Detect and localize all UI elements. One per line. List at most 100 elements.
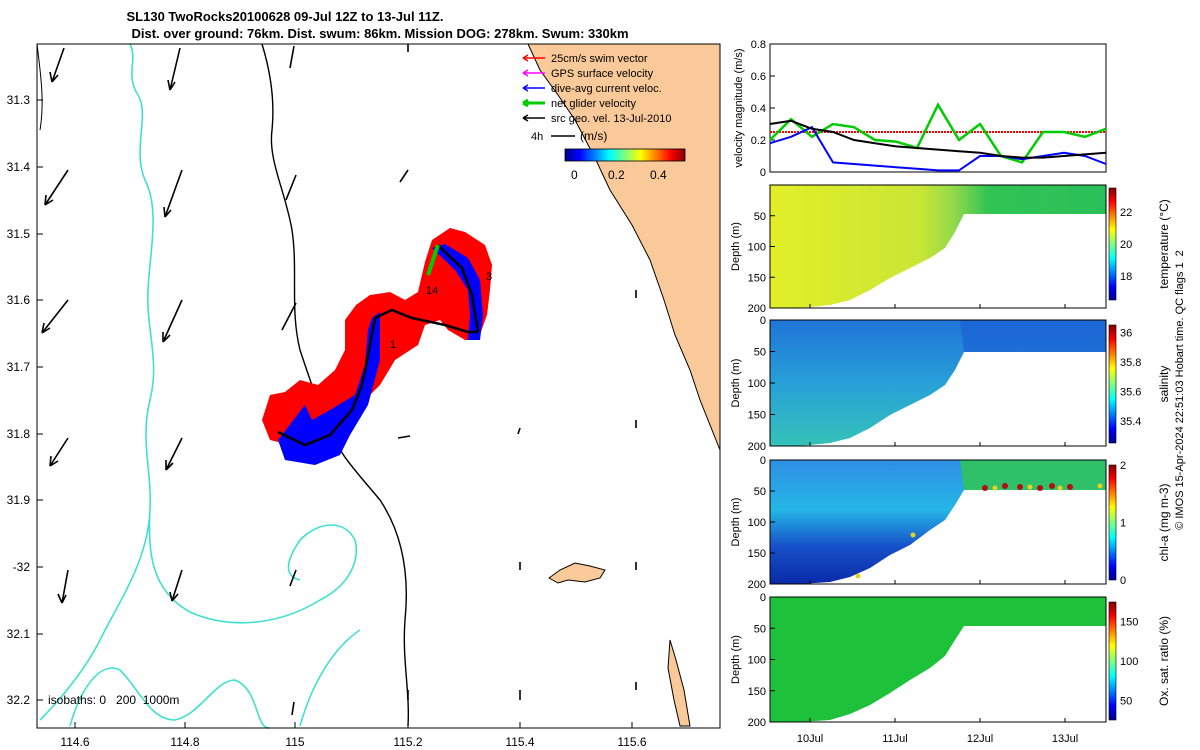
- track-label-14: 14: [426, 285, 438, 297]
- current-vectors-north: [432, 244, 483, 340]
- profile-colorbar: [1108, 324, 1117, 444]
- colorbar-tick-0: 0: [571, 168, 578, 182]
- map-x-tick-label: 114.6: [60, 735, 89, 749]
- velocity-series-net-glider: [769, 102, 1107, 164]
- velocity-y-tick-label: 0.6: [751, 71, 766, 83]
- salinity-panel: [770, 320, 1106, 446]
- legend-arrowhead: [522, 69, 529, 77]
- colorbar-tick-label: 35.4: [1120, 416, 1141, 428]
- legend-arrowhead: [522, 114, 529, 122]
- oxygen-panel: [770, 597, 1106, 722]
- footer-credit: © IMOS 15-Apr-2024 22:51:03 Hobart time.…: [1174, 250, 1186, 530]
- colorbar-tick-label: 100: [1120, 656, 1138, 668]
- profile-ylabel: Depth (m): [730, 222, 742, 271]
- map-x-tick-label: 114.8: [170, 735, 199, 749]
- profile-x-tick-label: 11Jul: [882, 733, 907, 745]
- colorbar-tick-label: 35.6: [1120, 386, 1141, 398]
- profile-y-tick-label: 0: [760, 455, 766, 467]
- title-line-1: SL130 TwoRocks20100628 09-Jul 12Z to 13-…: [127, 9, 444, 24]
- legend-label: GPS surface velocity: [551, 68, 654, 80]
- isobath-200m: [39, 43, 357, 721]
- velocity-y-tick-label: 0.4: [751, 103, 766, 115]
- legend-label: dive-avg current veloc.: [551, 83, 662, 95]
- track-label-1: 1: [390, 339, 396, 351]
- map-y-tick-label: -32: [13, 560, 31, 574]
- profile-y-tick-label: 50: [754, 347, 766, 359]
- colorbar-unit: (m/s): [580, 129, 607, 143]
- profile-ylabel: Depth (m): [730, 498, 742, 547]
- colorbar-tick-label: 18: [1120, 271, 1132, 283]
- map-y-tick-label: 31.4: [7, 160, 31, 174]
- map-legend: 25cm/s swim vector GPS surface velocity di…: [522, 53, 686, 182]
- profile-y-tick-label: 0: [760, 592, 766, 604]
- profile-y-tick-label: 150: [748, 548, 766, 560]
- track-label-3: 3: [486, 271, 492, 283]
- colorbar-tick-label: 50: [1120, 695, 1132, 707]
- island-garden: [667, 639, 691, 727]
- profile-x-tick-label: 13Jul: [1052, 733, 1078, 745]
- map-y-tick-label: 31.5: [7, 227, 31, 241]
- profile-ylabel: Depth (m): [730, 359, 742, 408]
- colorbar-tick-label: 2: [1120, 460, 1126, 472]
- profile-panels: 50 100 150 200 Depth (m) 0 50 100 150 200 Depth (m…: [730, 184, 1107, 745]
- legend-label: net glider velocity: [551, 98, 636, 110]
- profile-y-tick-label: 150: [748, 410, 766, 422]
- profile-y-tick-label: 150: [748, 686, 766, 698]
- colorbar-tick-label: 20: [1120, 239, 1132, 251]
- map-y-tick-label: 31.3: [7, 93, 31, 107]
- profile-y-tick-label: 50: [754, 486, 766, 498]
- colorbar-tick-label: 1: [1120, 518, 1126, 530]
- colorbar-label: Ox. sat. ratio (%): [1157, 616, 1171, 706]
- geo-velocity-arrows: [41, 44, 637, 716]
- colorbar-tick-label: 150: [1120, 617, 1138, 629]
- current-vectors: [278, 312, 380, 465]
- map-y-tick-label: 31.7: [7, 360, 31, 374]
- colorbar-tick-label: 0: [1120, 575, 1126, 587]
- profile-y-tick-label: 50: [754, 623, 766, 635]
- map-y-tick-label: 32.2: [7, 693, 31, 707]
- legend-arrowhead: [522, 98, 529, 108]
- profile-y-tick-label: 0: [760, 315, 766, 327]
- legend-label: src geo. vel. 13-Jul-2010: [551, 113, 671, 125]
- colorbar-tick-label: 36: [1120, 327, 1132, 339]
- map-x-tick-label: 115.4: [505, 735, 534, 749]
- colorbar-tick-label: 22: [1120, 207, 1132, 219]
- colorbar-label: chl-a (mg m-3): [1157, 483, 1171, 561]
- island-rottnest: [548, 562, 606, 584]
- velocity-series-dive-avg-current: [769, 125, 1107, 172]
- map-panel: 14 3 1 114.6 114.8 115 115.2 115.4 115.6 31.3…: [7, 43, 721, 749]
- isobath-200m-south: [69, 629, 361, 729]
- land-coast: [527, 43, 721, 451]
- speed-colorbar: [564, 148, 686, 162]
- profile-colorbar: [1108, 187, 1117, 301]
- velocity-chart: 0 0.2 0.4 0.6 0.8 velocity magnitude (m/s): [733, 39, 1107, 179]
- legend-label: 25cm/s swim vector: [551, 53, 648, 65]
- isobath-1000m-west: [36, 43, 43, 131]
- colorbar-tick-label: 35.8: [1120, 357, 1141, 369]
- profile-y-tick-label: 200: [748, 717, 766, 729]
- chla-panel: [770, 460, 1106, 584]
- profile-y-tick-label: 100: [748, 655, 766, 667]
- velocity-series-src-geo: [769, 119, 1107, 159]
- map-x-ticks: 114.6 114.8 115 115.2 115.4 115.6: [60, 722, 647, 749]
- profile-colorbar: [1108, 601, 1117, 721]
- colorbar-tick-2: 0.4: [650, 168, 667, 182]
- profile-y-tick-label: 100: [748, 242, 766, 254]
- glider-track: 14 3 1: [262, 228, 492, 465]
- isobaths-label: isobaths: 0 200 1000m: [48, 693, 179, 707]
- map-y-tick-label: 31.8: [7, 427, 31, 441]
- map-x-tick-label: 115: [285, 735, 304, 749]
- profile-ylabel: Depth (m): [730, 635, 742, 684]
- velocity-y-tick-label: 0: [760, 167, 766, 179]
- track-line: [277, 244, 480, 447]
- colorbar-label: salinity: [1157, 366, 1171, 403]
- profile-y-tick-label: 150: [748, 272, 766, 284]
- profile-y-tick-label: 200: [748, 303, 766, 315]
- map-y-ticks: 31.3 31.4 31.5 31.6 31.7 31.8 31.9 -32 32.1 32.2: [7, 93, 43, 707]
- title-line-2: Dist. over ground: 76km. Dist. swum: 86k…: [131, 26, 628, 41]
- temperature-panel: [770, 185, 1106, 308]
- map-x-tick-label: 115.2: [393, 735, 422, 749]
- profile-y-tick-label: 200: [748, 579, 766, 591]
- map-y-tick-label: 31.6: [7, 293, 31, 307]
